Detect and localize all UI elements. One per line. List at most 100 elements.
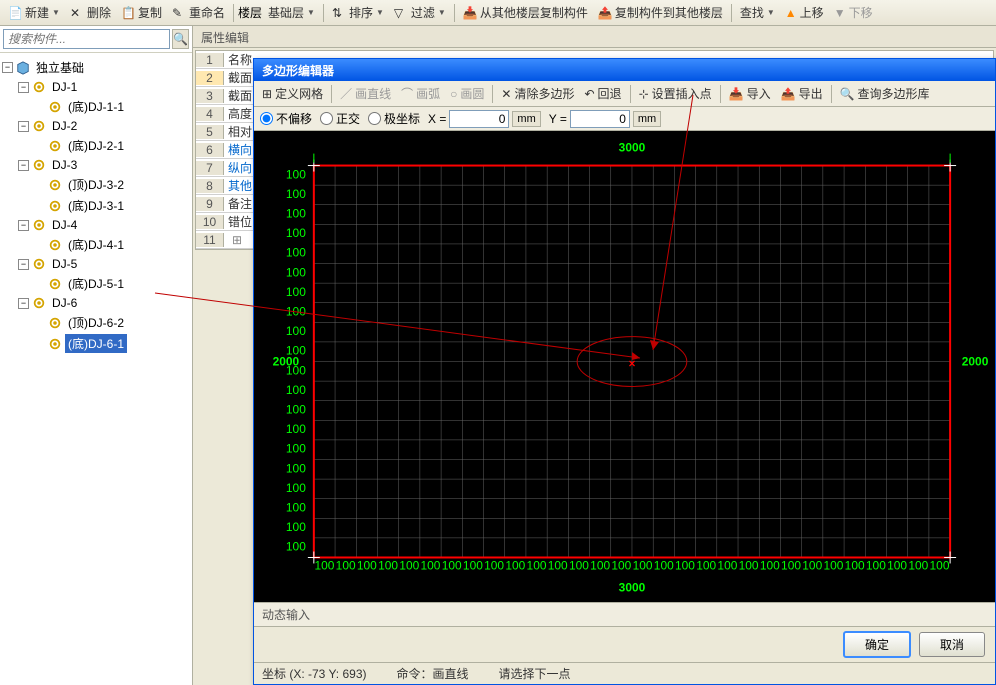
import-icon: 📥 (729, 87, 744, 101)
sort-icon: ⇅ (332, 6, 346, 20)
svg-text:100: 100 (463, 558, 483, 572)
clear-poly-button[interactable]: ✕清除多边形 (497, 83, 578, 104)
base-floor-select[interactable]: 基础层▼ (264, 2, 319, 23)
svg-text:100: 100 (590, 558, 610, 572)
draw-circle-button[interactable]: ○画圆 (446, 83, 488, 104)
tree-node[interactable]: −DJ-1 (2, 78, 190, 96)
filter-button[interactable]: ▽过滤▼ (390, 2, 450, 23)
line-icon: ／ (340, 85, 352, 102)
find-button[interactable]: 查找▼ (736, 2, 779, 23)
tree-node[interactable]: −DJ-3 (2, 156, 190, 174)
tree-leaf[interactable]: (顶)DJ-3-2 (2, 174, 190, 195)
svg-text:100: 100 (781, 558, 801, 572)
copy-button[interactable]: 📋复制 (117, 2, 166, 23)
export-icon: 📤 (781, 87, 796, 101)
draw-arc-button[interactable]: ⌒画弧 (397, 83, 444, 104)
dialog-button-row: 确定 取消 (254, 626, 995, 662)
floor-label: 楼层 (238, 4, 262, 21)
svg-text:100: 100 (286, 520, 306, 534)
svg-text:100: 100 (442, 558, 462, 572)
filter-icon: ▽ (394, 6, 408, 20)
svg-text:100: 100 (286, 305, 306, 319)
draw-line-button[interactable]: ／画直线 (336, 83, 395, 104)
import-button[interactable]: 📥导入 (725, 83, 775, 104)
copy-from-icon: 📥 (463, 6, 477, 20)
move-up-button[interactable]: ▲上移 (781, 2, 828, 23)
tree-leaf[interactable]: (底)DJ-4-1 (2, 234, 190, 255)
y-input[interactable] (570, 110, 630, 128)
svg-text:100: 100 (760, 558, 780, 572)
search-input[interactable] (3, 29, 170, 49)
tree-leaf[interactable]: (底)DJ-6-1 (2, 333, 190, 354)
no-offset-radio[interactable]: 不偏移 (260, 110, 312, 127)
svg-text:100: 100 (286, 207, 306, 221)
tree-leaf[interactable]: (顶)DJ-6-2 (2, 312, 190, 333)
svg-text:100: 100 (286, 187, 306, 201)
dialog-toolbar: ⊞定义网格 ／画直线 ⌒画弧 ○画圆 ✕清除多边形 ↶回退 ⊹设置插入点 📥导入… (254, 81, 995, 107)
new-button[interactable]: 📄新建▼ (4, 2, 64, 23)
svg-text:2000: 2000 (962, 355, 989, 369)
undo-button[interactable]: ↶回退 (580, 83, 625, 104)
svg-text:100: 100 (399, 558, 419, 572)
ortho-radio[interactable]: 正交 (320, 110, 360, 127)
tree-node[interactable]: −DJ-5 (2, 255, 190, 273)
ok-button[interactable]: 确定 (843, 631, 911, 658)
svg-text:100: 100 (654, 558, 674, 572)
svg-text:100: 100 (286, 344, 306, 358)
svg-text:100: 100 (739, 558, 759, 572)
x-input[interactable] (449, 110, 509, 128)
set-insert-button[interactable]: ⊹设置插入点 (635, 83, 716, 104)
define-grid-button[interactable]: ⊞定义网格 (258, 83, 327, 104)
copy-icon: 📋 (121, 6, 135, 20)
tree-leaf[interactable]: (底)DJ-1-1 (2, 96, 190, 117)
property-panel-title: 属性编辑 (193, 26, 996, 48)
copy-to-floor-button[interactable]: 📤复制构件到其他楼层 (594, 2, 727, 23)
svg-text:100: 100 (286, 402, 306, 416)
tree-root[interactable]: −独立基础 (2, 57, 190, 78)
tree-leaf[interactable]: (底)DJ-3-1 (2, 195, 190, 216)
cancel-button[interactable]: 取消 (919, 632, 985, 657)
svg-text:100: 100 (286, 481, 306, 495)
dialog-status-bar: 坐标 (X: -73 Y: 693) 命令：画直线 请选择下一点 (254, 662, 995, 684)
polar-radio[interactable]: 极坐标 (368, 110, 420, 127)
tree-node[interactable]: −DJ-2 (2, 117, 190, 135)
search-icon: 🔍 (173, 32, 188, 46)
svg-text:100: 100 (286, 246, 306, 260)
dialog-title-bar[interactable]: 多边形编辑器 (254, 59, 995, 81)
svg-text:100: 100 (314, 558, 334, 572)
svg-text:100: 100 (286, 167, 306, 181)
sort-button[interactable]: ⇅排序▼ (328, 2, 388, 23)
svg-text:100: 100 (823, 558, 843, 572)
status-prompt: 请选择下一点 (499, 665, 571, 682)
svg-text:100: 100 (908, 558, 928, 572)
export-button[interactable]: 📤导出 (777, 83, 827, 104)
search-button[interactable]: 🔍 (172, 29, 189, 49)
new-icon: 📄 (8, 6, 22, 20)
query-lib-button[interactable]: 🔍查询多边形库 (836, 83, 934, 104)
svg-text:100: 100 (357, 558, 377, 572)
copy-from-floor-button[interactable]: 📥从其他楼层复制构件 (459, 2, 592, 23)
tree-node[interactable]: −DJ-4 (2, 216, 190, 234)
svg-text:100: 100 (717, 558, 737, 572)
svg-text:100: 100 (802, 558, 822, 572)
svg-text:100: 100 (611, 558, 631, 572)
y-unit: mm (633, 111, 661, 127)
rename-button[interactable]: ✎重命名 (168, 2, 229, 23)
svg-text:100: 100 (505, 558, 525, 572)
y-label: Y = (549, 112, 567, 126)
svg-text:100: 100 (286, 500, 306, 514)
arc-icon: ⌒ (401, 85, 413, 102)
drawing-canvas[interactable]: ×300030002000200010010010010010010010010… (254, 131, 995, 602)
svg-text:100: 100 (548, 558, 568, 572)
svg-text:100: 100 (336, 558, 356, 572)
delete-button[interactable]: ✕删除 (66, 2, 115, 23)
svg-text:×: × (628, 356, 635, 370)
status-coords: 坐标 (X: -73 Y: 693) (262, 665, 367, 682)
svg-text:100: 100 (286, 226, 306, 240)
insert-icon: ⊹ (639, 87, 649, 101)
left-panel: 🔍 −独立基础−DJ-1(底)DJ-1-1−DJ-2(底)DJ-2-1−DJ-3… (0, 26, 193, 685)
svg-text:3000: 3000 (619, 580, 646, 594)
tree-leaf[interactable]: (底)DJ-2-1 (2, 135, 190, 156)
tree-leaf[interactable]: (底)DJ-5-1 (2, 273, 190, 294)
tree-node[interactable]: −DJ-6 (2, 294, 190, 312)
